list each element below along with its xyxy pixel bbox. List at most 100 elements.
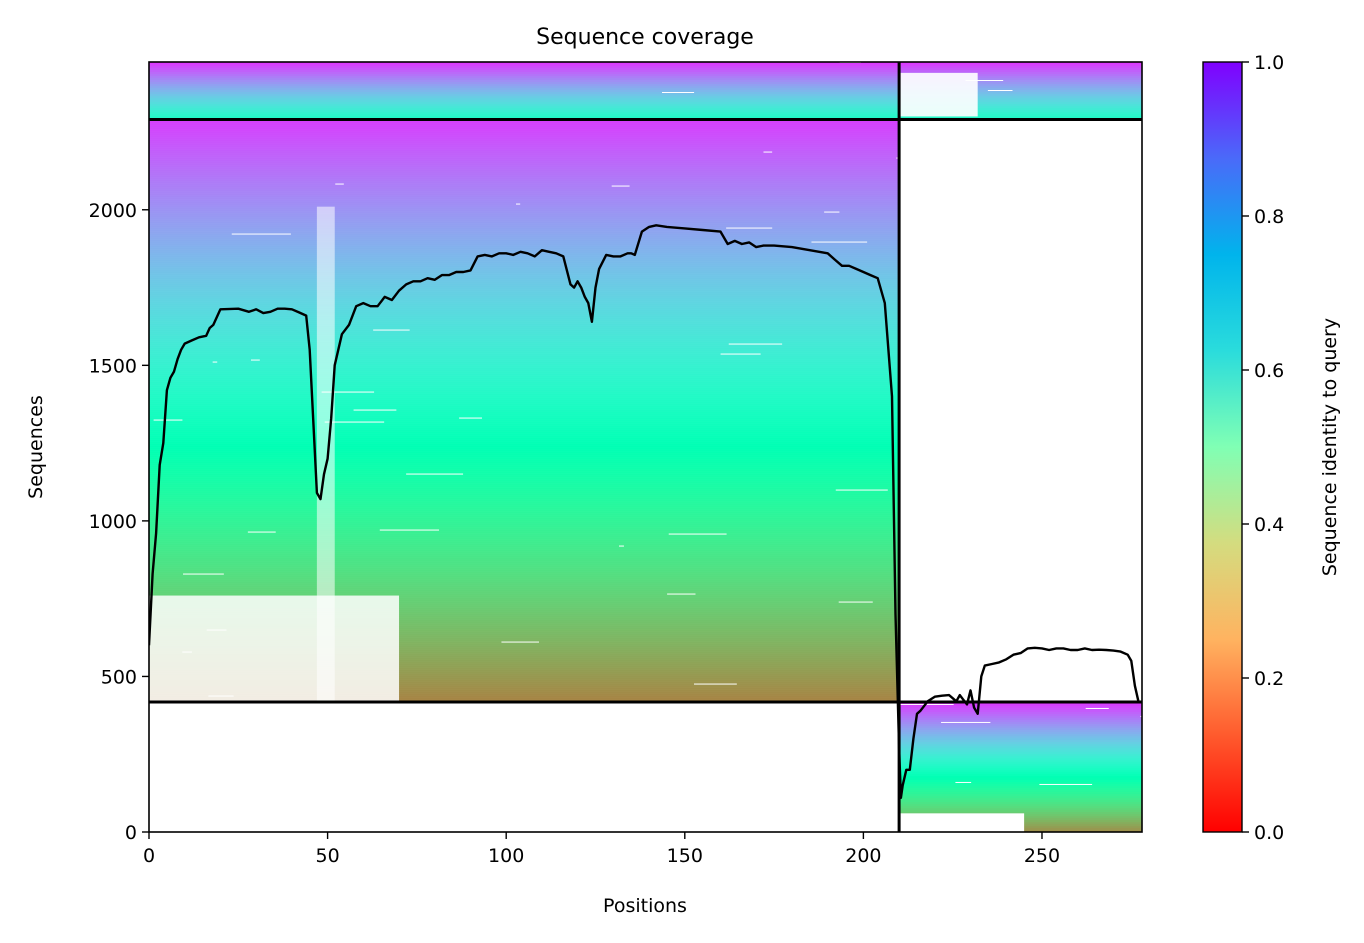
identity-row bbox=[149, 551, 900, 554]
identity-row bbox=[149, 104, 900, 107]
identity-row bbox=[149, 599, 900, 602]
identity-row bbox=[149, 76, 900, 79]
identity-row bbox=[149, 563, 900, 566]
identity-row bbox=[149, 285, 900, 288]
identity-row bbox=[149, 183, 900, 186]
identity-row bbox=[149, 259, 900, 262]
identity-row bbox=[149, 451, 900, 454]
identity-row bbox=[899, 62, 1142, 65]
identity-row bbox=[149, 621, 900, 624]
identity-row bbox=[149, 497, 900, 500]
x-tick-label: 50 bbox=[316, 845, 340, 867]
identity-row bbox=[149, 513, 900, 516]
identity-row bbox=[149, 639, 900, 642]
identity-row bbox=[899, 763, 1142, 767]
identity-row bbox=[149, 529, 900, 532]
identity-row bbox=[149, 135, 900, 138]
identity-row bbox=[149, 313, 900, 316]
identity-row bbox=[149, 485, 900, 488]
identity-row bbox=[149, 595, 900, 598]
gap-mark bbox=[728, 343, 783, 345]
identity-row bbox=[149, 307, 900, 310]
identity-row bbox=[149, 277, 900, 280]
identity-row bbox=[149, 243, 900, 246]
identity-row bbox=[149, 267, 900, 270]
identity-row bbox=[149, 489, 900, 492]
identity-row bbox=[149, 369, 900, 372]
identity-row bbox=[899, 68, 1142, 71]
colorbar-tick-label: 0.2 bbox=[1254, 668, 1284, 690]
identity-row bbox=[149, 273, 900, 276]
coverage-blocks bbox=[149, 62, 1142, 832]
colorbar-label: Sequence identity to query bbox=[1319, 318, 1341, 576]
gap-mark bbox=[1140, 715, 1142, 717]
identity-row bbox=[149, 567, 900, 570]
identity-row bbox=[149, 291, 900, 294]
identity-row bbox=[149, 695, 900, 698]
identity-row bbox=[149, 533, 900, 536]
identity-row bbox=[149, 177, 900, 180]
identity-row bbox=[149, 615, 900, 618]
identity-row bbox=[899, 725, 1142, 729]
gap-mark bbox=[811, 241, 868, 243]
gap-mark bbox=[183, 573, 224, 575]
gap-mark bbox=[965, 80, 1004, 81]
identity-row bbox=[899, 747, 1142, 751]
identity-row bbox=[149, 555, 900, 558]
identity-row bbox=[149, 309, 900, 312]
uncovered-region bbox=[316, 206, 335, 702]
identity-row bbox=[149, 221, 900, 224]
identity-row bbox=[149, 263, 900, 266]
identity-row bbox=[899, 86, 1142, 89]
gap-mark bbox=[501, 641, 539, 643]
identity-row bbox=[149, 473, 900, 476]
identity-row bbox=[149, 70, 900, 73]
identity-row bbox=[149, 323, 900, 326]
gap-mark bbox=[1085, 707, 1109, 709]
identity-row bbox=[149, 155, 900, 158]
gap-mark bbox=[406, 473, 464, 475]
identity-row bbox=[149, 193, 900, 196]
identity-row bbox=[149, 329, 900, 332]
identity-row bbox=[149, 463, 900, 466]
identity-row bbox=[149, 579, 900, 582]
identity-row bbox=[149, 441, 900, 444]
identity-row bbox=[149, 359, 900, 362]
gap-mark bbox=[668, 533, 727, 535]
gap-mark bbox=[153, 419, 183, 421]
uncovered-region bbox=[149, 595, 400, 702]
colorbar-ticks: 0.0 0.2 0.4 0.6 0.8 1.0 bbox=[1242, 52, 1284, 844]
identity-row bbox=[149, 207, 900, 210]
gap-mark bbox=[662, 92, 695, 93]
gap-mark bbox=[321, 391, 375, 393]
identity-row bbox=[149, 633, 900, 636]
identity-row bbox=[899, 785, 1142, 789]
identity-row bbox=[149, 211, 900, 214]
identity-row bbox=[149, 449, 900, 452]
identity-row bbox=[149, 439, 900, 442]
identity-row bbox=[149, 88, 900, 91]
identity-row bbox=[899, 104, 1142, 107]
identity-row bbox=[149, 547, 900, 550]
gap-mark bbox=[611, 185, 630, 187]
identity-row bbox=[149, 341, 900, 344]
x-tick-label: 0 bbox=[143, 845, 155, 867]
colorbar-tick-label: 0.6 bbox=[1254, 360, 1284, 382]
identity-row bbox=[899, 755, 1142, 759]
identity-row bbox=[149, 90, 900, 93]
identity-row bbox=[149, 100, 900, 103]
identity-row bbox=[149, 557, 900, 560]
identity-row bbox=[149, 139, 900, 142]
identity-row bbox=[149, 443, 900, 446]
identity-row bbox=[899, 793, 1142, 797]
identity-row bbox=[149, 179, 900, 182]
identity-row bbox=[149, 681, 900, 684]
identity-row bbox=[149, 407, 900, 410]
identity-row bbox=[149, 311, 900, 314]
identity-row bbox=[149, 645, 900, 648]
identity-row bbox=[149, 381, 900, 384]
identity-row bbox=[899, 775, 1142, 779]
identity-row bbox=[149, 349, 900, 352]
identity-row bbox=[899, 98, 1142, 101]
identity-row bbox=[149, 651, 900, 654]
